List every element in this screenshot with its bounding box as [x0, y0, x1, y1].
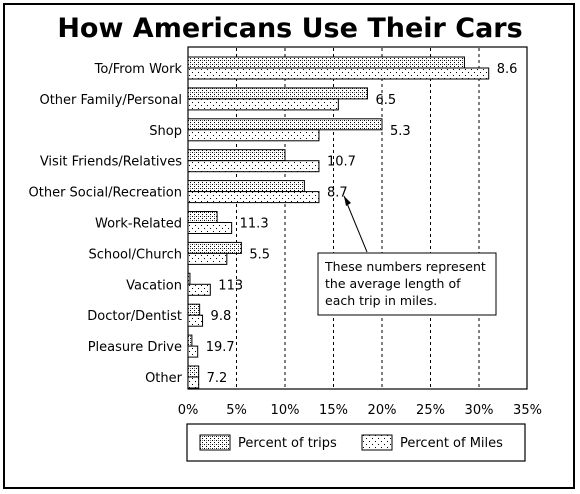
bar-trips — [187, 87, 368, 100]
average-length-label: 7.2 — [207, 371, 228, 386]
x-tick-label: 25% — [416, 403, 445, 418]
bar-miles — [187, 160, 320, 173]
category-labels: To/From Work Other Family/Personal Shop Vis… — [29, 62, 183, 386]
bar-miles — [187, 222, 233, 234]
average-length-label: 5.5 — [249, 247, 270, 262]
category-label: To/From Work — [94, 62, 183, 77]
bar-trips — [187, 180, 305, 193]
category-label: Shop — [149, 124, 182, 139]
average-length-label: 11.3 — [240, 217, 269, 232]
bar-trips — [187, 241, 242, 254]
annotation-line-3: each trip in miles. — [325, 293, 437, 308]
category-label: Other — [145, 371, 183, 386]
bar-miles — [187, 345, 199, 358]
average-length-label: 9.8 — [211, 309, 232, 324]
category-label: School/Church — [88, 247, 182, 262]
chart-title: How Americans Use Their Cars — [57, 13, 522, 44]
x-tick-label: 5% — [226, 403, 247, 418]
category-label: Pleasure Drive — [88, 340, 182, 355]
legend-swatch-trips — [199, 434, 231, 451]
x-tick-labels: 0% 5% 10% 15% 20% 25% 30% 35% — [178, 403, 542, 418]
category-label: Visit Friends/Relatives — [40, 155, 182, 170]
bar-trips — [187, 56, 465, 69]
bar-trips — [187, 334, 193, 347]
bar-miles — [187, 376, 200, 389]
bar-miles — [187, 98, 339, 111]
annotation-arrow-line — [343, 195, 368, 253]
legend-box — [186, 423, 526, 462]
x-tick-label: 15% — [319, 403, 348, 418]
legend-label-trips: Percent of trips — [238, 436, 337, 451]
category-label: Other Family/Personal — [39, 93, 182, 108]
bar-miles — [187, 129, 320, 142]
bar-trips — [187, 365, 200, 378]
x-tick-label: 20% — [368, 403, 397, 418]
bar-trips — [187, 211, 218, 223]
annotation: These numbers represent the average leng… — [317, 195, 497, 316]
bars — [187, 56, 490, 389]
bar-miles — [187, 191, 320, 204]
bar-miles — [187, 283, 211, 296]
category-label: Vacation — [126, 278, 182, 293]
average-length-label: 10.7 — [327, 155, 356, 170]
annotation-line-1: These numbers represent — [324, 259, 486, 274]
average-length-label: 6.5 — [375, 93, 396, 108]
x-tick-label: 30% — [465, 403, 494, 418]
average-length-label: 8.7 — [327, 186, 348, 201]
bar-trips — [187, 303, 201, 316]
average-length-labels: 8.6 6.5 5.3 10.7 8.7 11.3 5.5 113 9.8 19.7 7.2 — [206, 62, 518, 386]
category-label: Doctor/Dentist — [87, 309, 182, 324]
category-label: Other Social/Recreation — [29, 186, 183, 201]
annotation-box — [317, 252, 497, 316]
bar-trips — [187, 272, 191, 285]
bar-miles — [187, 67, 490, 80]
chart-frame — [3, 3, 575, 489]
legend: Percent of trips Percent of Miles — [186, 423, 526, 462]
annotation-line-2: the average length of — [325, 276, 461, 291]
legend-label-miles: Percent of Miles — [400, 436, 503, 451]
x-tick-label: 0% — [178, 403, 199, 418]
average-length-label: 19.7 — [206, 340, 235, 355]
bar-trips — [187, 149, 286, 162]
bar-miles — [187, 314, 204, 327]
average-length-label: 5.3 — [390, 124, 411, 139]
x-tick-label: 10% — [271, 403, 300, 418]
bar-miles — [187, 252, 228, 265]
legend-swatch-miles — [361, 434, 393, 451]
bar-trips — [187, 118, 383, 131]
average-length-label: 8.6 — [497, 62, 518, 77]
average-length-label: 113 — [218, 278, 243, 293]
category-label: Work-Related — [95, 217, 182, 232]
x-tick-label: 35% — [513, 403, 542, 418]
annotation-arrow-head — [344, 196, 351, 206]
